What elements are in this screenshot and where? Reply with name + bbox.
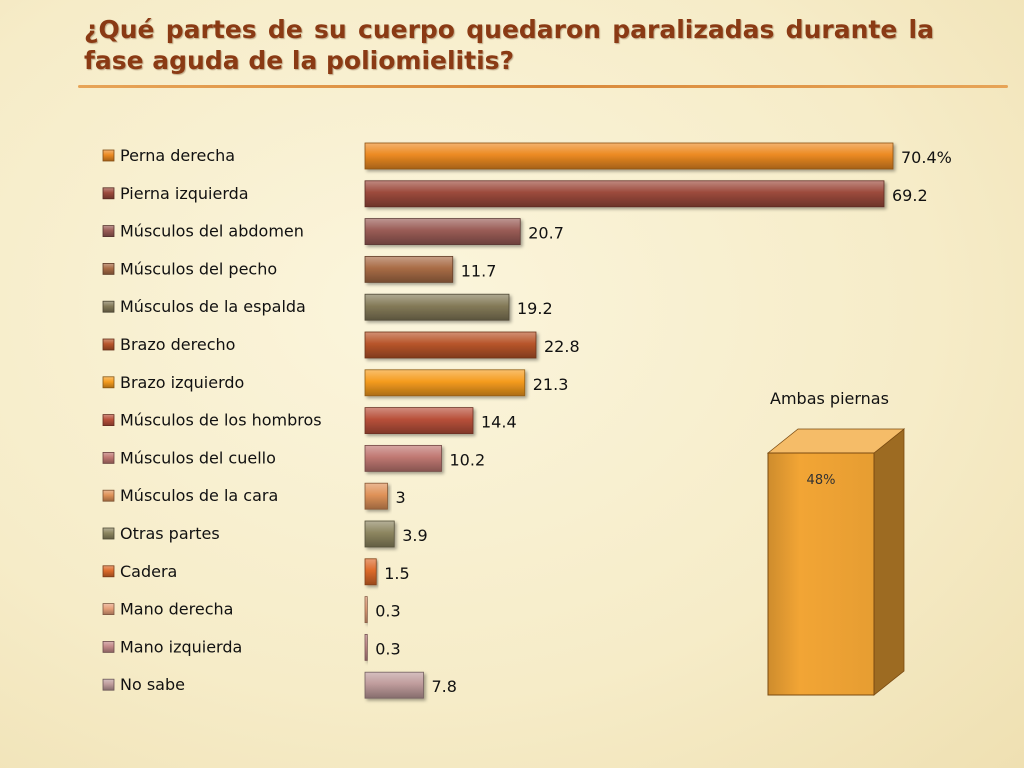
value-label: 14.4: [481, 413, 517, 432]
legend-swatch: [102, 565, 115, 578]
value-label: 7.8: [432, 677, 457, 696]
value-label: 0.3: [375, 639, 400, 658]
bar: [364, 218, 521, 246]
legend-swatch: [102, 678, 115, 691]
category-label: Músculos de los hombros: [120, 411, 322, 430]
legend-swatch: [102, 641, 115, 653]
value-label: 19.2: [517, 299, 553, 318]
legend-swatch: [102, 187, 115, 200]
bar: [364, 671, 424, 699]
legend-swatch: [102, 338, 115, 351]
legend-swatch: [102, 414, 115, 427]
legend-swatch: [102, 527, 115, 540]
bar: [364, 293, 510, 321]
category-label: Músculos del abdomen: [120, 222, 304, 241]
legend-swatch: [102, 451, 115, 464]
category-label: Perna derecha: [120, 146, 235, 165]
legend-swatch: [102, 225, 115, 238]
bar: [364, 634, 368, 661]
inset-chart-title: Ambas piernas: [770, 389, 889, 408]
category-label: Pierna izquierda: [120, 184, 249, 203]
bar: [364, 142, 894, 170]
bar: [364, 596, 368, 623]
category-label: Brazo izquierdo: [120, 373, 244, 392]
page-title: ¿Qué partes de su cuerpo quedaron parali…: [84, 15, 934, 75]
bar: [364, 255, 454, 283]
category-label: Cadera: [120, 562, 177, 581]
value-label: 70.4%: [901, 148, 952, 167]
category-label: Músculos de la cara: [120, 486, 278, 505]
category-label: Músculos del pecho: [120, 259, 277, 278]
category-label: Brazo derecho: [120, 335, 235, 354]
category-label: Mano derecha: [120, 600, 233, 619]
inset-chart: 48%: [766, 428, 906, 696]
legend-swatch: [102, 376, 115, 389]
value-label: 1.5: [384, 564, 409, 583]
bar: [364, 369, 526, 397]
bar: [364, 558, 377, 586]
legend-swatch: [102, 262, 115, 275]
bar: [364, 180, 885, 208]
value-label: 3: [396, 488, 406, 507]
category-label: No sabe: [120, 675, 185, 694]
value-label: 3.9: [402, 526, 427, 545]
inset-bar: [766, 428, 906, 696]
legend-swatch: [102, 489, 115, 502]
legend-swatch: [102, 300, 115, 313]
category-label: Otras partes: [120, 524, 220, 543]
bar: [364, 331, 537, 359]
category-label: Mano izquierda: [120, 637, 242, 656]
value-label: 0.3: [375, 602, 400, 621]
value-label: 10.2: [450, 450, 486, 469]
value-label: 11.7: [461, 261, 497, 280]
bar: [364, 520, 395, 548]
value-label: 69.2: [892, 186, 928, 205]
category-label: Músculos de la espalda: [120, 297, 306, 316]
value-label: 22.8: [544, 337, 580, 356]
bar: [364, 444, 442, 472]
legend-swatch: [102, 603, 115, 615]
bar: [364, 407, 474, 435]
title-underline: [78, 85, 1008, 88]
inset-value-label: 48%: [807, 473, 836, 488]
value-label: 21.3: [533, 375, 569, 394]
legend-swatch: [102, 149, 115, 162]
value-label: 20.7: [528, 224, 564, 243]
bar: [364, 482, 388, 510]
category-label: Músculos del cuello: [120, 448, 276, 467]
